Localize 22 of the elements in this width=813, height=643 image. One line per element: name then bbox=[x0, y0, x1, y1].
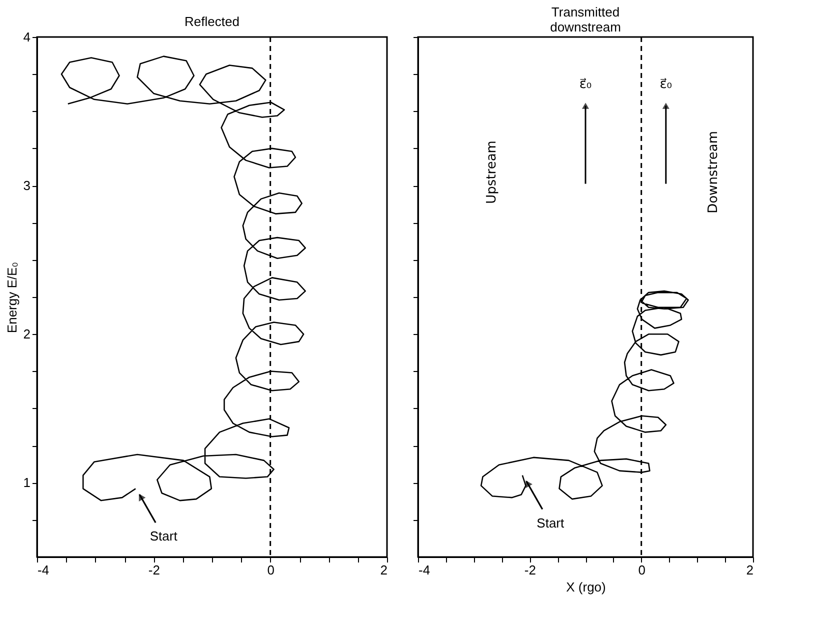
annotation: ε⃗₀ bbox=[660, 76, 672, 92]
annotation: Upstream bbox=[484, 140, 500, 204]
x-axis-title: X (rgo) bbox=[566, 580, 606, 594]
x-tick-label: 0 bbox=[267, 562, 274, 578]
chart-title: Reflected bbox=[184, 14, 240, 29]
y-tick-label: 2 bbox=[23, 326, 30, 342]
annotation: Start bbox=[150, 528, 178, 544]
x-tick-label: -2 bbox=[524, 562, 536, 578]
y-tick-label: 4 bbox=[23, 30, 30, 44]
y-tick-label: 1 bbox=[23, 475, 30, 490]
x-tick-label: 0 bbox=[638, 562, 646, 578]
x-tick-label: 2 bbox=[746, 562, 754, 578]
annotation: ε⃗₀ bbox=[579, 76, 592, 92]
x-tick-label: -2 bbox=[148, 562, 160, 578]
x-tick-label: -4 bbox=[418, 562, 430, 578]
annotation: Start bbox=[536, 515, 565, 530]
y-tick-label: 3 bbox=[23, 178, 30, 194]
x-tick-label: -4 bbox=[38, 562, 50, 578]
chart-title: Transmitted downstream bbox=[550, 4, 621, 34]
y-axis-title: Energy E/E₀ bbox=[4, 262, 20, 334]
x-tick-label: 2 bbox=[380, 562, 388, 578]
annotation: Downstream bbox=[706, 130, 721, 214]
